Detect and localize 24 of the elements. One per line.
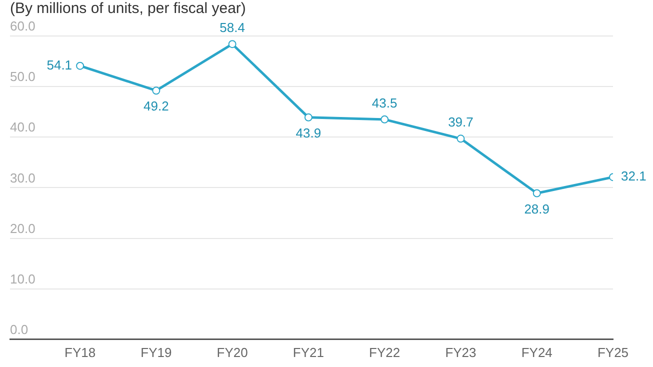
data-label: 54.1: [46, 57, 72, 72]
x-tick-label: FY22: [369, 344, 400, 360]
y-tick-label: 60.0: [10, 18, 36, 34]
data-label: 43.9: [296, 125, 322, 140]
y-tick-label: 10.0: [10, 271, 36, 286]
x-tick-label: FY18: [64, 344, 96, 360]
data-label: 43.5: [372, 96, 398, 111]
x-tick-label: FY25: [597, 344, 629, 360]
x-tick-label: FY20: [216, 344, 248, 360]
x-tick-label: FY19: [140, 344, 172, 360]
x-tick-label: FY23: [445, 344, 476, 360]
y-tick-label: 40.0: [10, 120, 36, 135]
data-label: 58.4: [220, 20, 245, 36]
y-tick-label: 0.0: [10, 322, 28, 337]
data-label: 39.7: [448, 114, 474, 130]
data-label: 49.2: [144, 98, 169, 114]
y-tick-label: 50.0: [10, 69, 36, 84]
data-label: 32.1: [621, 168, 646, 184]
x-tick-label: FY24: [521, 344, 552, 360]
y-tick-label: 30.0: [10, 170, 36, 186]
y-tick-label: 20.0: [10, 220, 36, 236]
data-label: 28.9: [524, 201, 550, 216]
chart-subtitle: (By millions of units, per fiscal year): [9, 0, 247, 19]
x-tick-label: FY21: [292, 344, 324, 360]
